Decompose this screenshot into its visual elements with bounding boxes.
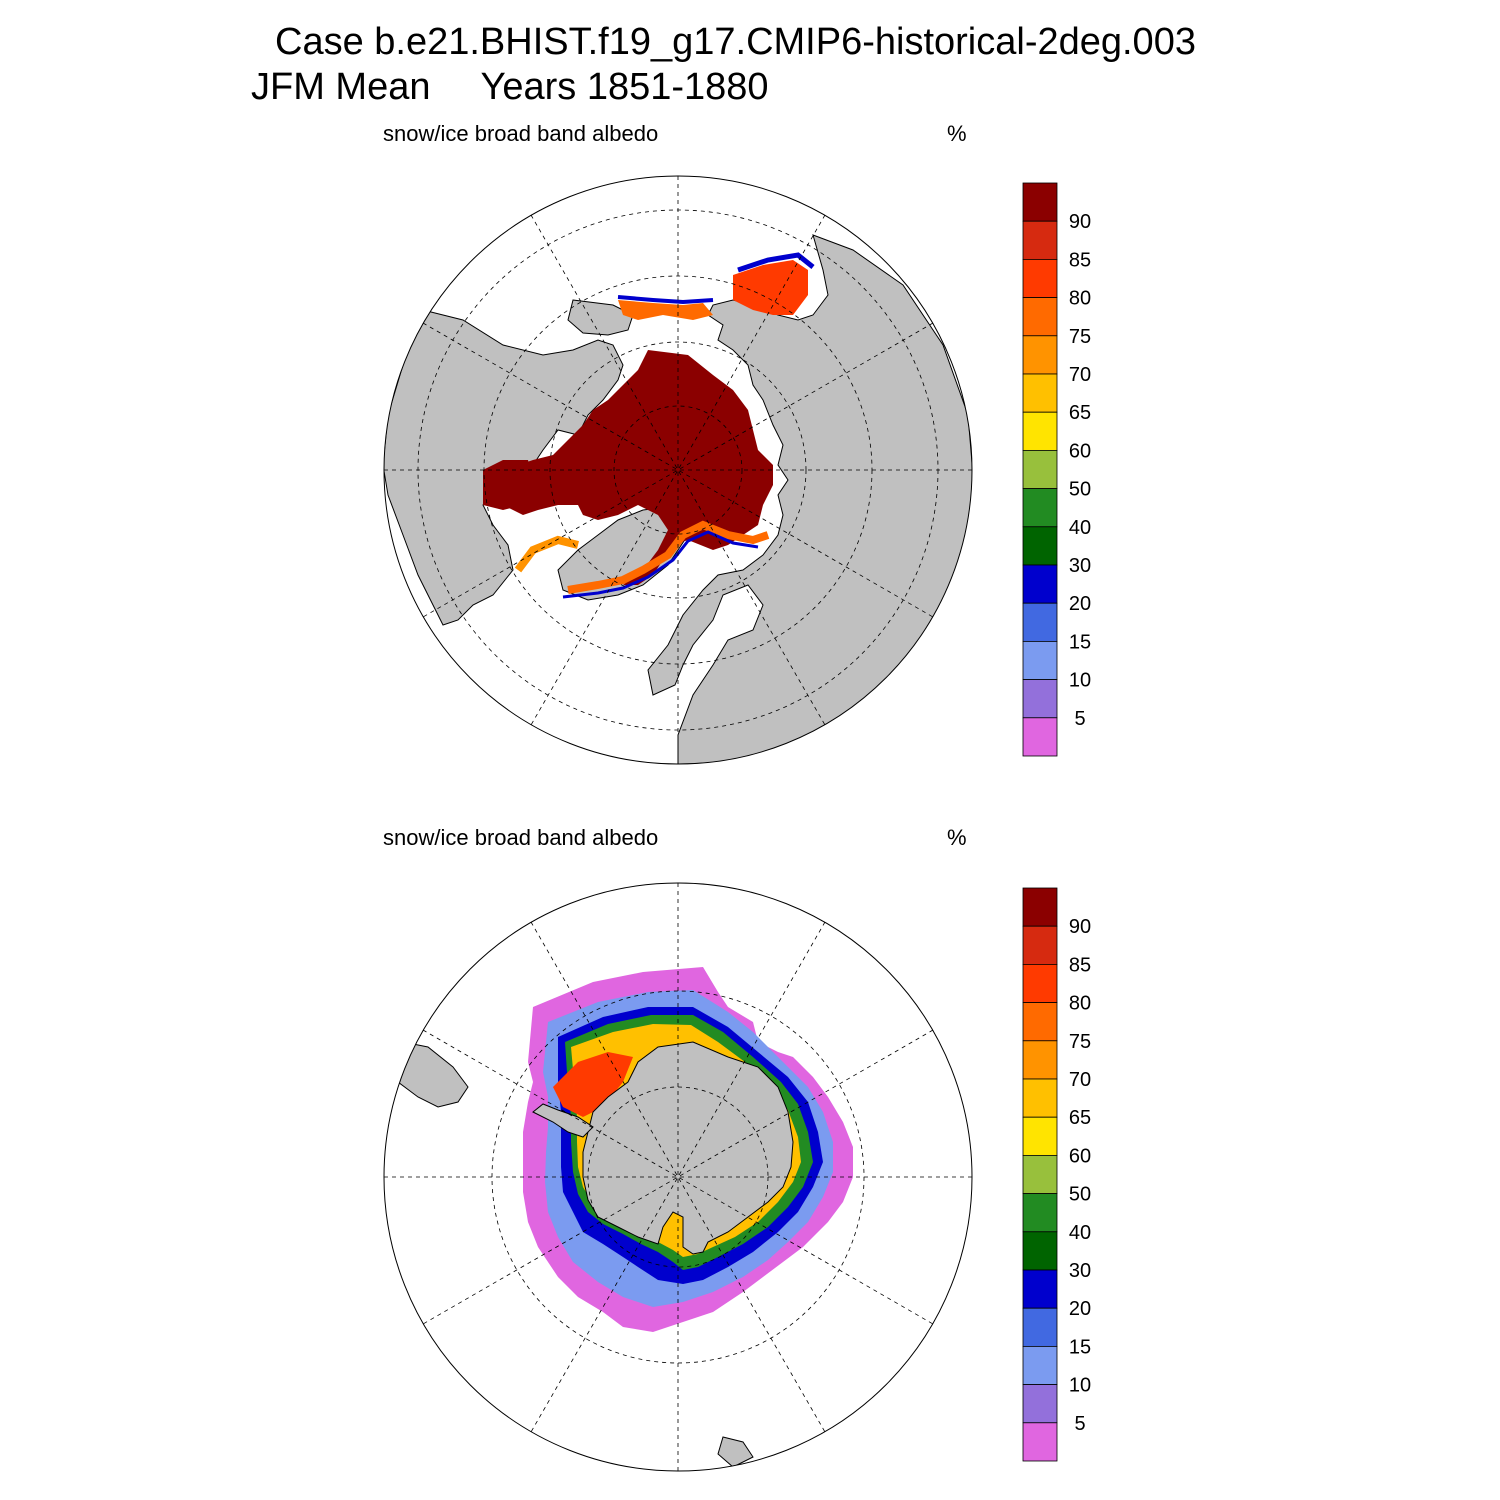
south-colorbar-box-10 <box>1022 1269 1058 1309</box>
south-colorbar-box-2 <box>1022 964 1058 1004</box>
north-colorbar-tick-label: 65 <box>1069 402 1091 424</box>
south-colorbar-box-9 <box>1022 1231 1058 1271</box>
south-colorbar-tick-label: 85 <box>1069 954 1091 976</box>
south-map-border <box>383 882 973 1472</box>
north-colorbar-box-3 <box>1022 297 1058 337</box>
north-colorbar-tick-label: 40 <box>1069 517 1091 539</box>
south-colorbar-box-0 <box>1022 887 1058 927</box>
south-units-label: % <box>947 825 967 850</box>
north-sea-ice-bering-edge <box>617 295 714 305</box>
north-colorbar: 90 85 80 75 70 65 60 50 40 30 20 15 10 5 <box>1022 182 1091 757</box>
south-colorbar-tick-label: 65 <box>1069 1107 1091 1129</box>
north-sea-ice-okhotsk-edge <box>737 252 815 273</box>
north-sea-ice-hudson <box>483 460 533 510</box>
years-label: Years 1851-1880 <box>480 66 769 108</box>
north-colorbar-box-8 <box>1022 488 1058 528</box>
north-colorbar-tick-label: 15 <box>1069 631 1091 653</box>
north-colorbar-tick-label: 60 <box>1069 440 1091 462</box>
north-colorbar-box-7 <box>1022 449 1058 489</box>
south-colorbar-box-6 <box>1022 1116 1058 1156</box>
north-colorbar-tick-label: 50 <box>1069 479 1091 501</box>
south-colorbar-box-11 <box>1022 1307 1058 1347</box>
north-sea-ice-greenland-edge <box>567 520 770 594</box>
north-colorbar-tick-label: 5 <box>1074 708 1085 730</box>
north-colorbar-tick-label: 30 <box>1069 555 1091 577</box>
north-units-label: % <box>947 121 967 146</box>
south-colorbar: 90 85 80 75 70 65 60 50 40 30 20 15 10 5 <box>1022 887 1091 1462</box>
north-graticule <box>384 176 972 764</box>
north-sea-ice-bering <box>618 300 713 320</box>
north-colorbar-box-2 <box>1022 259 1058 299</box>
south-land-antarctica <box>582 1041 794 1255</box>
north-colorbar-box-6 <box>1022 411 1058 451</box>
north-map-border <box>383 175 973 765</box>
north-colorbar-box-12 <box>1022 640 1058 680</box>
north-colorbar-tick-label: 20 <box>1069 593 1091 615</box>
north-colorbar-box-0 <box>1022 182 1058 222</box>
north-sea-ice-greenland-edge-blue <box>562 530 759 599</box>
south-colorbar-tick-label: 20 <box>1069 1298 1091 1320</box>
north-sea-ice-okhotsk <box>733 260 808 315</box>
south-land-peninsula <box>532 1103 594 1138</box>
south-colorbar-box-5 <box>1022 1078 1058 1118</box>
north-colorbar-tick-label: 85 <box>1069 249 1091 271</box>
south-colorbar-box-12 <box>1022 1345 1058 1385</box>
north-colorbar-box-9 <box>1022 526 1058 566</box>
south-colorbar-tick-label: 90 <box>1069 916 1091 938</box>
south-colorbar-tick-label: 40 <box>1069 1222 1091 1244</box>
south-colorbar-box-14 <box>1022 1422 1058 1462</box>
south-colorbar-tick-label: 50 <box>1069 1184 1091 1206</box>
south-colorbar-box-4 <box>1022 1040 1058 1080</box>
north-colorbar-box-4 <box>1022 335 1058 375</box>
figure-title: Case b.e21.BHIST.f19_g17.CMIP6-historica… <box>275 21 1196 63</box>
south-sea-ice-weddell <box>553 1052 633 1117</box>
north-colorbar-tick-label: 80 <box>1069 288 1091 310</box>
north-colorbar-box-5 <box>1022 373 1058 413</box>
north-colorbar-tick-label: 90 <box>1069 211 1091 233</box>
south-colorbar-box-7 <box>1022 1154 1058 1194</box>
south-land-africa-tip <box>717 1436 754 1468</box>
season-label: JFM Mean <box>251 66 431 108</box>
north-colorbar-box-11 <box>1022 602 1058 642</box>
south-colorbar-tick-label: 60 <box>1069 1145 1091 1167</box>
south-colorbar-tick-label: 15 <box>1069 1336 1091 1358</box>
south-colorbar-tick-label: 80 <box>1069 993 1091 1015</box>
south-land-south-america-tip <box>397 1041 469 1108</box>
north-colorbar-box-13 <box>1022 679 1058 719</box>
north-variable-label: snow/ice broad band albedo <box>383 121 659 146</box>
south-colorbar-tick-label: 5 <box>1074 1413 1085 1435</box>
south-variable-label: snow/ice broad band albedo <box>383 825 659 850</box>
south-graticule <box>384 883 972 1471</box>
south-colorbar-tick-label: 70 <box>1069 1069 1091 1091</box>
north-sea-ice-labrador-edge <box>514 535 579 573</box>
south-colorbar-box-1 <box>1022 925 1058 965</box>
south-colorbar-tick-label: 30 <box>1069 1260 1091 1282</box>
north-polar-map <box>383 175 973 765</box>
south-colorbar-box-8 <box>1022 1193 1058 1233</box>
south-colorbar-tick-label: 75 <box>1069 1031 1091 1053</box>
figure-subtitle: JFM Mean Years 1851-1880 <box>251 67 769 107</box>
north-colorbar-box-14 <box>1022 717 1058 757</box>
north-colorbar-box-10 <box>1022 564 1058 604</box>
north-land-alaska <box>567 299 634 336</box>
south-colorbar-box-3 <box>1022 1002 1058 1042</box>
south-colorbar-box-13 <box>1022 1384 1058 1424</box>
north-colorbar-tick-label: 10 <box>1069 670 1091 692</box>
north-colorbar-box-1 <box>1022 220 1058 260</box>
north-colorbar-tick-label: 75 <box>1069 326 1091 348</box>
south-colorbar-tick-label: 10 <box>1069 1375 1091 1397</box>
south-polar-map <box>383 882 973 1472</box>
north-colorbar-tick-label: 70 <box>1069 364 1091 386</box>
